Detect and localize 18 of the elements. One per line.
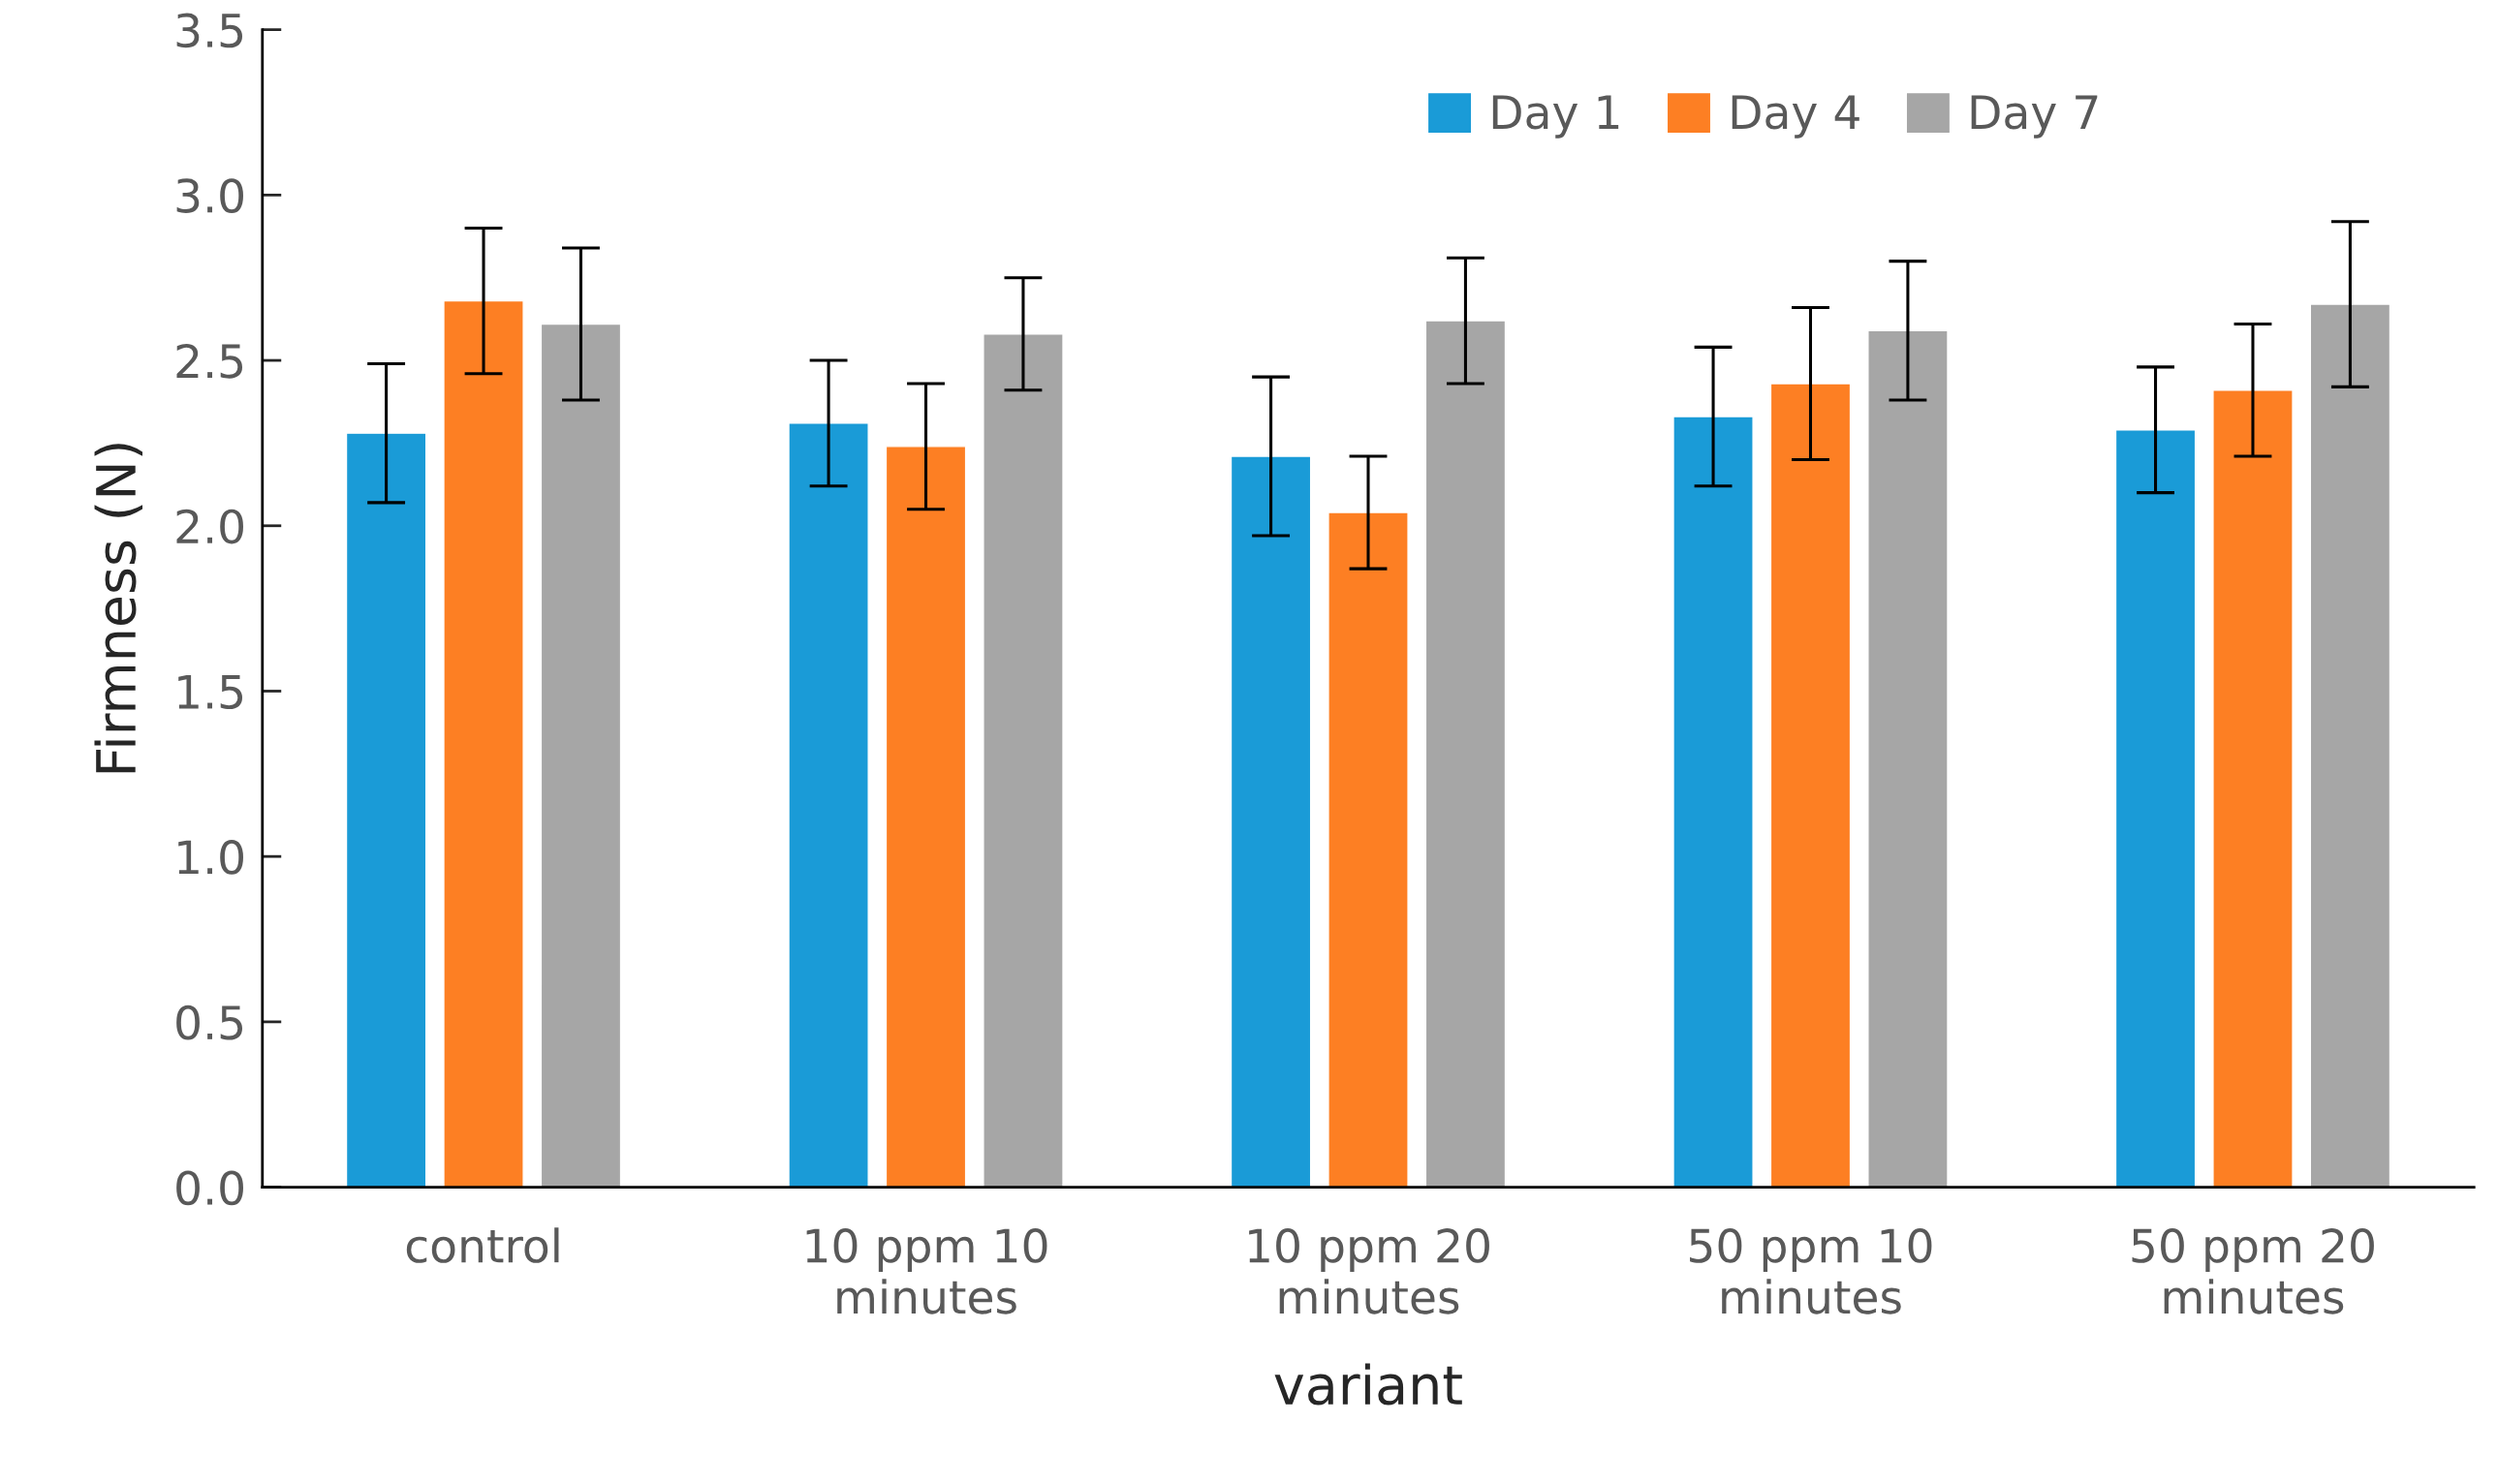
x-tick-label: 50 ppm 20 minutes [2132,1228,2374,1314]
x-tick-label: 10 ppm 20 minutes [1249,1228,1489,1314]
y-tick-label: 1.0 [178,840,243,875]
y-tick-label: 1.5 [178,674,243,710]
y-tick-label: 3.0 [176,178,243,213]
y-tick-label: 0.0 [176,1170,243,1206]
y-tick-label: 0.5 [176,1005,243,1040]
y-tick-label: 2.0 [176,509,243,544]
legend-label: Day 4 [1732,95,1859,139]
y-axis-title: Firmness (N) [94,444,143,773]
y-tick-label: 3.5 [176,13,243,48]
legend-label: Day 1 [1492,95,1619,139]
x-tick-label: 50 ppm 10 minutes [1690,1228,1932,1314]
x-tick-label: control [406,1227,559,1263]
legend-label: Day 7 [1971,95,2098,139]
y-tick-label: 2.5 [176,343,243,379]
x-tick-label: 10 ppm 10 minutes [806,1228,1047,1314]
x-axis-title: variant [1274,1363,1462,1406]
